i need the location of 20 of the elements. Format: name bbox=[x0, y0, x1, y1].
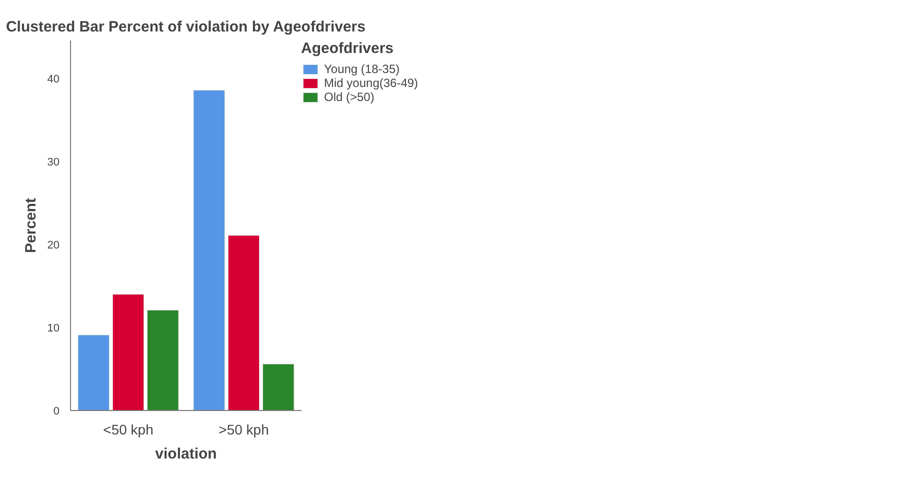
bar bbox=[147, 310, 179, 410]
chart-title: Clustered Bar Percent of violation by Ageofdrivers bbox=[6, 18, 366, 36]
x-axis-title: violation bbox=[155, 446, 217, 462]
y-tick-label: 20 bbox=[47, 240, 60, 252]
x-tick-label: >50 kph bbox=[218, 422, 269, 438]
legend-label: Old (>50) bbox=[324, 90, 374, 104]
y-tick-label: 0 bbox=[53, 406, 60, 418]
y-tick-label: 40 bbox=[47, 74, 60, 86]
y-axis-title: Percent bbox=[22, 198, 40, 254]
legend-label: Mid young(36-49) bbox=[324, 76, 418, 90]
legend-title: Ageofdrivers bbox=[301, 40, 395, 57]
bar bbox=[262, 364, 294, 410]
y-tick-label: 10 bbox=[47, 322, 60, 335]
x-tick-label: <50 kph bbox=[103, 422, 154, 438]
bar bbox=[228, 235, 260, 410]
bar bbox=[193, 90, 225, 410]
bar bbox=[112, 294, 144, 410]
legend-label: Young (18-35) bbox=[324, 62, 400, 76]
bar bbox=[78, 334, 110, 410]
y-tick-label: 30 bbox=[47, 156, 60, 169]
